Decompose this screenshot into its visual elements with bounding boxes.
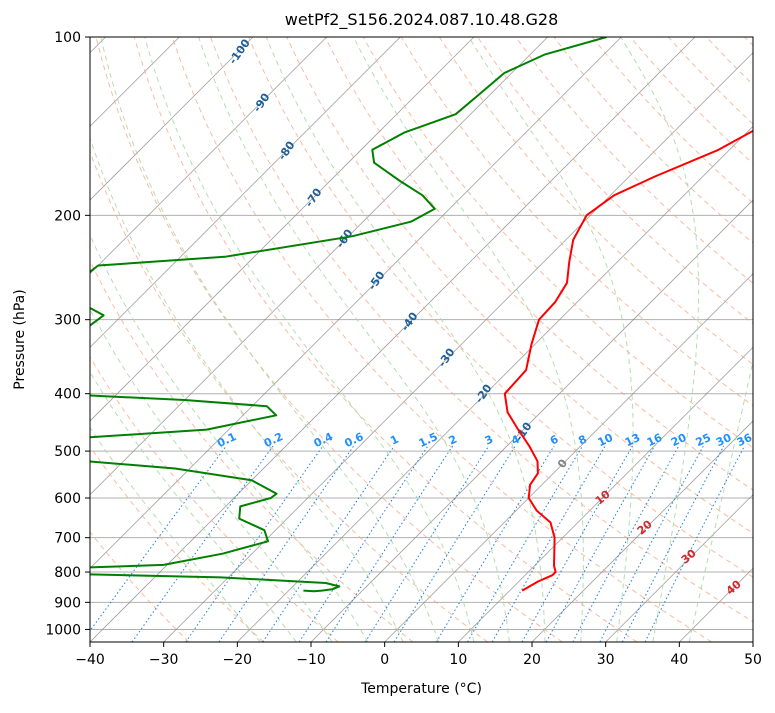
chart-title: wetPf2_S156.2024.087.10.48.G28 (285, 10, 559, 30)
y-tick-label: 300 (54, 313, 81, 329)
y-tick-label: 900 (54, 595, 81, 611)
x-tick-label: 50 (744, 652, 762, 668)
y-tick-label: 100 (54, 30, 81, 46)
x-axis-title: Temperature (°C) (360, 681, 482, 697)
y-tick-label: 700 (54, 531, 81, 547)
y-tick-label: 800 (54, 565, 81, 581)
x-tick-label: 20 (523, 652, 541, 668)
x-tick-label: 10 (449, 652, 467, 668)
y-axis-title: Pressure (hPa) (12, 289, 28, 389)
y-tick-label: 1000 (45, 622, 81, 638)
x-tick-label: −10 (296, 652, 326, 668)
x-tick-label: −40 (75, 652, 105, 668)
y-tick-label: 600 (54, 491, 81, 507)
x-tick-label: −20 (223, 652, 253, 668)
y-tick-label: 500 (54, 444, 81, 460)
y-tick-label: 200 (54, 208, 81, 224)
x-tick-label: −30 (149, 652, 179, 668)
x-tick-label: 30 (597, 652, 615, 668)
x-tick-label: 40 (670, 652, 688, 668)
y-tick-label: 400 (54, 387, 81, 403)
x-tick-label: 0 (380, 652, 389, 668)
